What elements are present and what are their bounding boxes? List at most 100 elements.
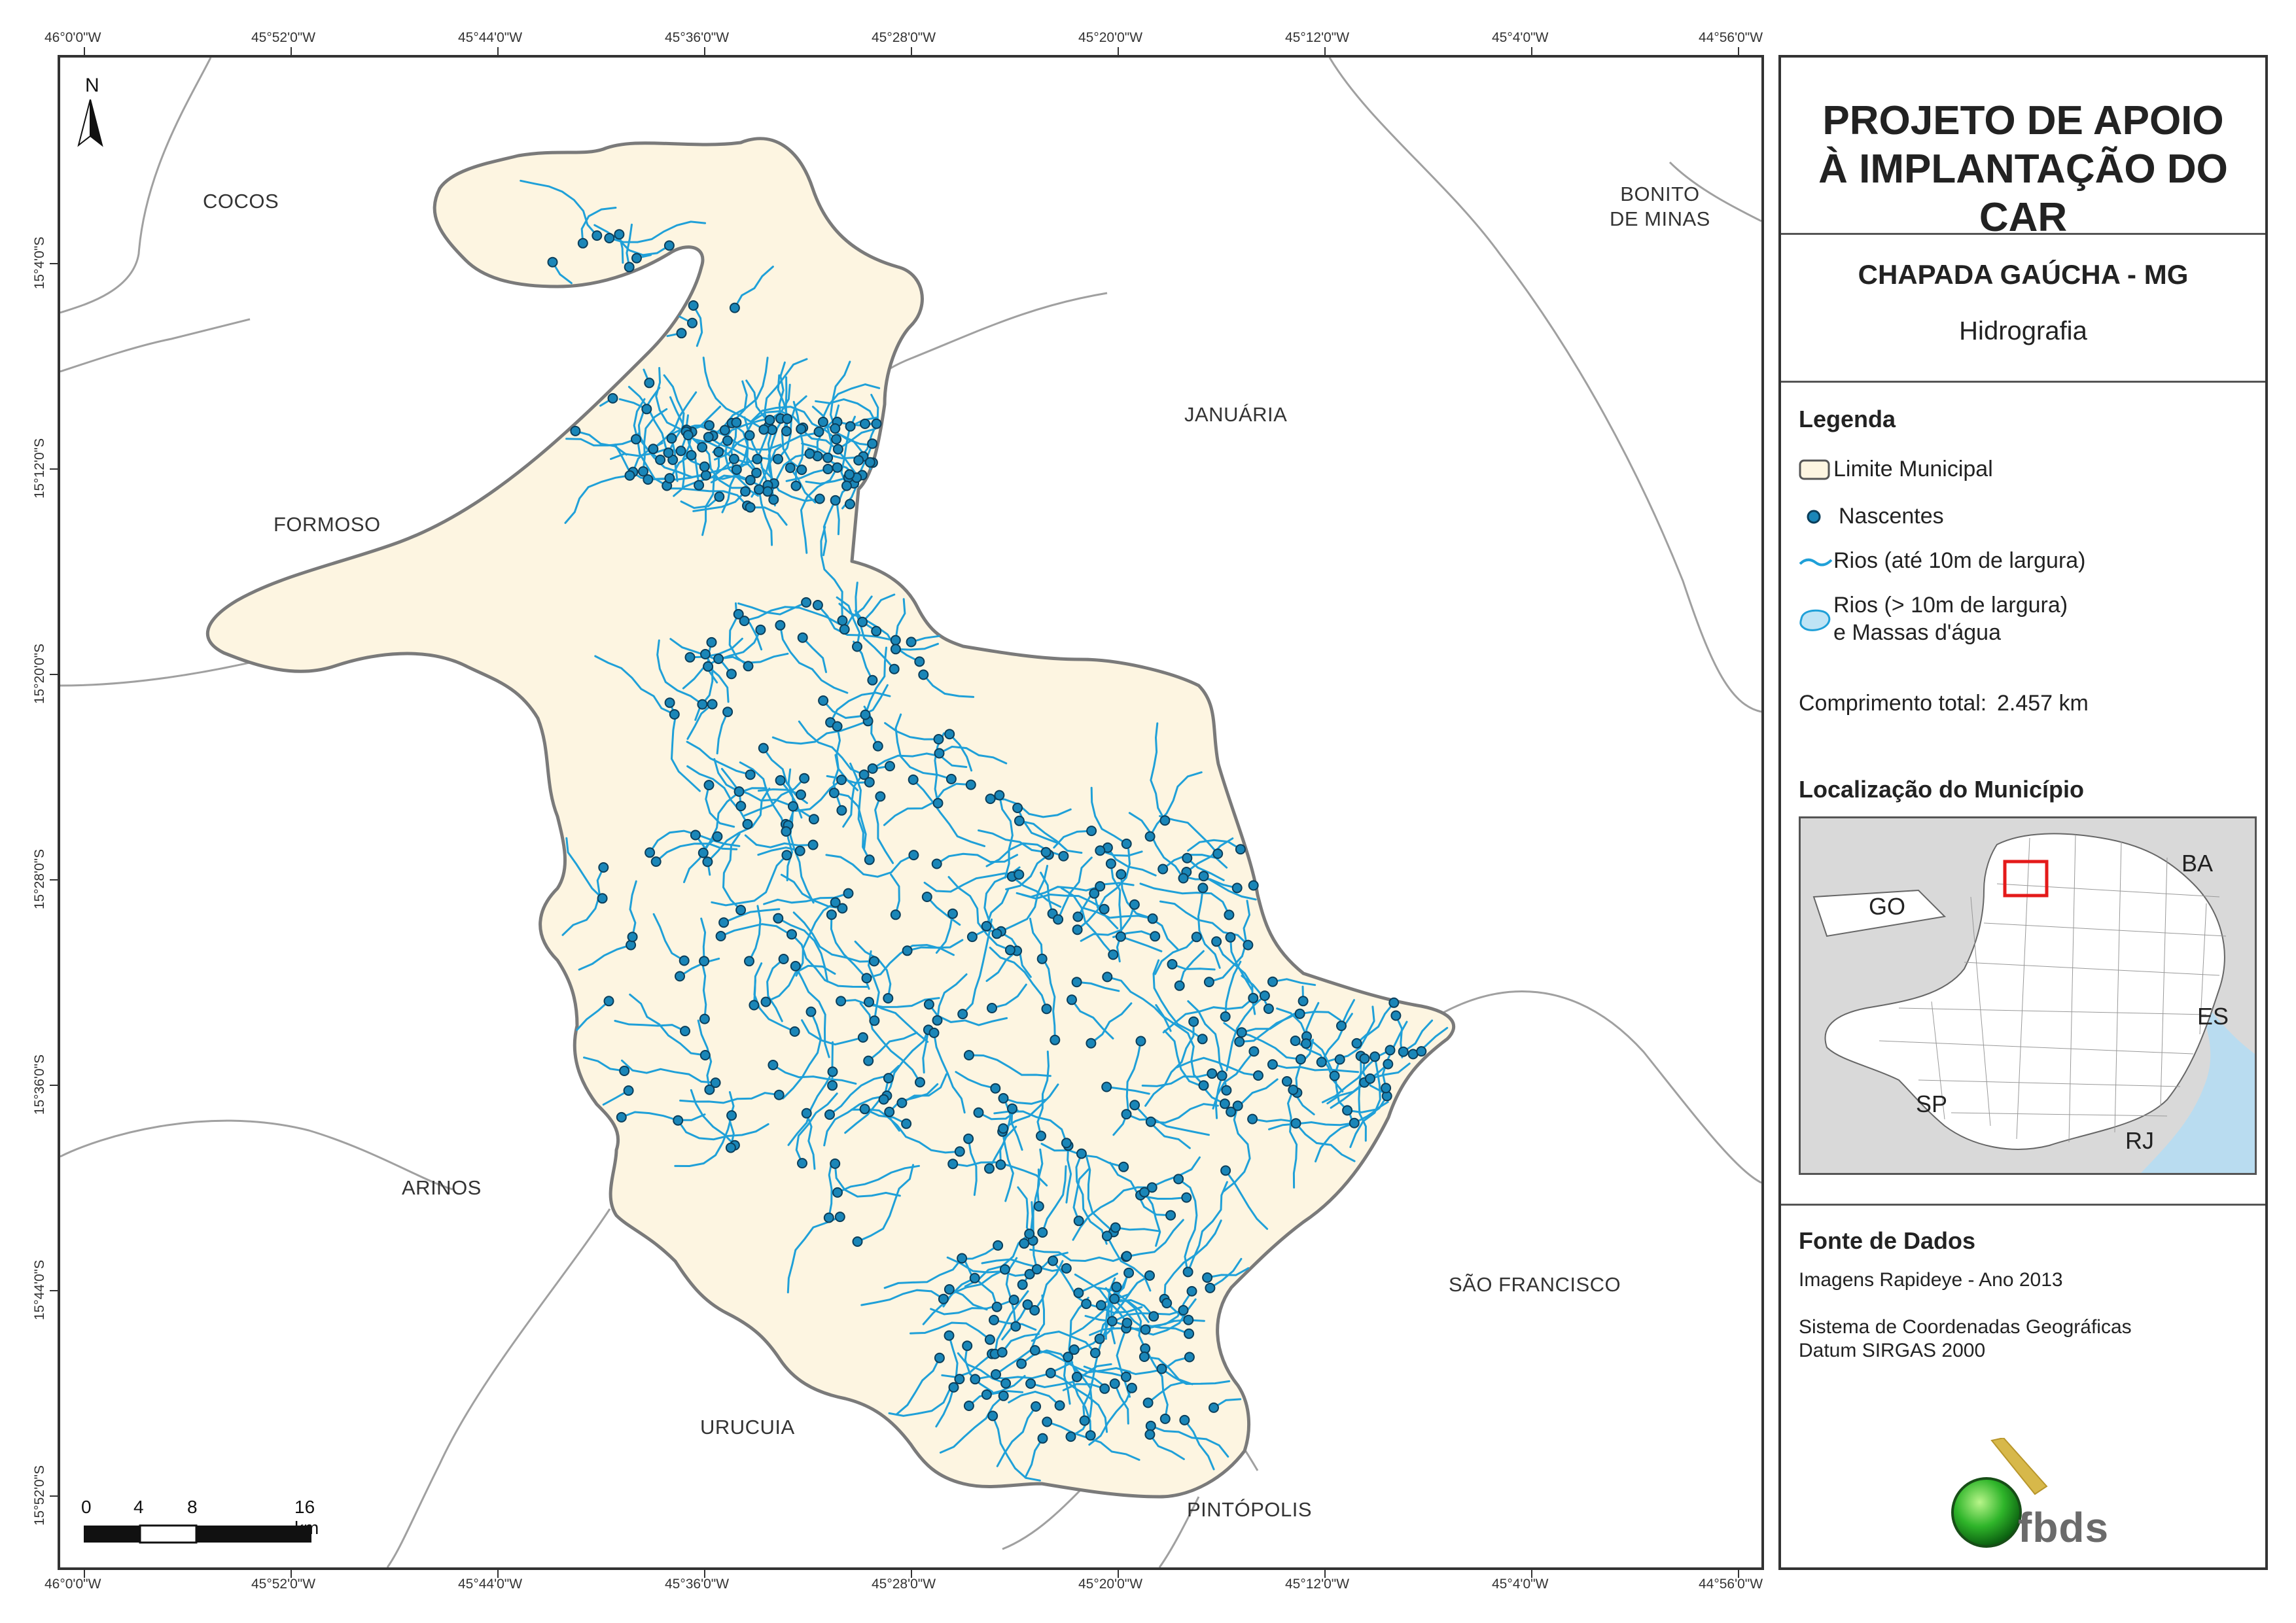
river-line (748, 905, 762, 962)
spring-point (1290, 1036, 1301, 1046)
river-line (798, 720, 866, 776)
spring-point (682, 430, 694, 441)
river-line (890, 873, 900, 916)
spring-point (719, 425, 730, 436)
river-line (633, 398, 668, 487)
spring-point (884, 1106, 895, 1117)
river-line (743, 416, 769, 487)
spring-point (991, 1301, 1002, 1312)
spring-point (655, 454, 666, 465)
spring-point (713, 654, 724, 665)
spring-point (1129, 1100, 1140, 1111)
spring-point (863, 1055, 874, 1066)
spring-point (869, 956, 879, 967)
spring-point (836, 805, 847, 816)
river-line (620, 1111, 706, 1121)
river-line (999, 1125, 1017, 1166)
river-line (968, 1054, 1051, 1077)
spring-point (1014, 815, 1025, 826)
river-line (857, 1164, 914, 1243)
spring-point (694, 480, 705, 491)
spring-point (934, 1352, 945, 1363)
spring-point (998, 1123, 1009, 1134)
river-line (707, 665, 730, 703)
river-line (683, 835, 718, 883)
spring-point (735, 801, 747, 812)
river-line (1002, 1097, 1046, 1105)
spring-point (852, 641, 862, 652)
fbds-logo: fbds (1938, 1437, 2134, 1556)
legend-rivers-large-label-2: e Massas d'água (1833, 620, 2001, 645)
river-line (1310, 1039, 1336, 1077)
spring-point (1037, 1227, 1048, 1238)
spring-point (832, 444, 843, 455)
spring-point (607, 393, 618, 404)
longitude-tick-mark-bottom (1118, 1570, 1119, 1578)
spring-point (1186, 1285, 1197, 1297)
spring-point (871, 418, 882, 429)
river-line (765, 964, 836, 1003)
spring-point (832, 462, 843, 473)
spring-point (1106, 1316, 1118, 1327)
spring-point (1398, 1046, 1409, 1057)
spring-point (1121, 838, 1132, 849)
location-inset-map[interactable]: GO BA ES SP RJ (1799, 816, 2257, 1175)
spring-point (822, 452, 834, 463)
spring-point (1024, 1268, 1035, 1280)
river-line (1154, 935, 1198, 975)
river-line (777, 395, 807, 461)
spring-point (1109, 1378, 1120, 1389)
spring-point (699, 461, 710, 472)
river-line (794, 778, 843, 812)
spring-point (1184, 1352, 1195, 1363)
river-line (578, 944, 632, 971)
map-canvas[interactable] (60, 58, 1761, 1567)
spring-point (934, 748, 945, 759)
spring-point (801, 597, 812, 608)
spring-point (830, 423, 841, 434)
total-length-label: Comprimento total: (1799, 691, 1987, 716)
longitude-tick-label-bottom: 45°36'0"W (665, 1577, 730, 1592)
spring-point (987, 1003, 997, 1013)
spring-point (1226, 1106, 1237, 1117)
river-line (716, 710, 729, 755)
map-frame[interactable]: N COCOS BONITO DE MINAS JANUÁRIA FORMOSO… (58, 55, 1764, 1570)
spring-point (699, 956, 710, 967)
river-line (829, 691, 891, 724)
river-line (779, 624, 849, 694)
longitude-tick-label-top: 45°44'0"W (458, 30, 523, 45)
spring-point (663, 447, 674, 459)
spring-point (1073, 1287, 1084, 1299)
spring-point (1037, 1433, 1048, 1444)
river-line (1147, 1381, 1186, 1404)
longitude-tick-mark-top (704, 47, 705, 55)
river-line (753, 979, 796, 1033)
spring-point (1017, 1279, 1028, 1290)
spring-point (994, 790, 1005, 801)
spring-point (1188, 1016, 1199, 1027)
river-line (955, 1071, 997, 1090)
longitude-tick-mark-top (1118, 47, 1119, 55)
spring-point (857, 1032, 868, 1043)
spring-point (860, 418, 870, 429)
spring-point (699, 1050, 711, 1060)
longitude-tick-label-bottom: 45°52'0"W (251, 1577, 316, 1592)
river-line (906, 939, 964, 952)
spring-point (852, 1236, 863, 1247)
river-line (895, 1357, 941, 1416)
spring-point (697, 699, 708, 710)
spring-point (781, 826, 792, 837)
river-line (655, 843, 738, 863)
spring-point (675, 971, 685, 982)
river-line (996, 1405, 1037, 1467)
inset-minas-gerais (1824, 833, 2225, 1150)
spring-point (1008, 1295, 1019, 1305)
river-line (1034, 1349, 1131, 1374)
spring-point (1388, 997, 1400, 1008)
spring-point (702, 856, 713, 867)
spring-point (1197, 882, 1209, 894)
river-line (574, 430, 627, 456)
spring-point (1031, 1264, 1042, 1275)
longitude-tick-mark-bottom (1531, 1570, 1532, 1578)
river-line (713, 758, 741, 793)
